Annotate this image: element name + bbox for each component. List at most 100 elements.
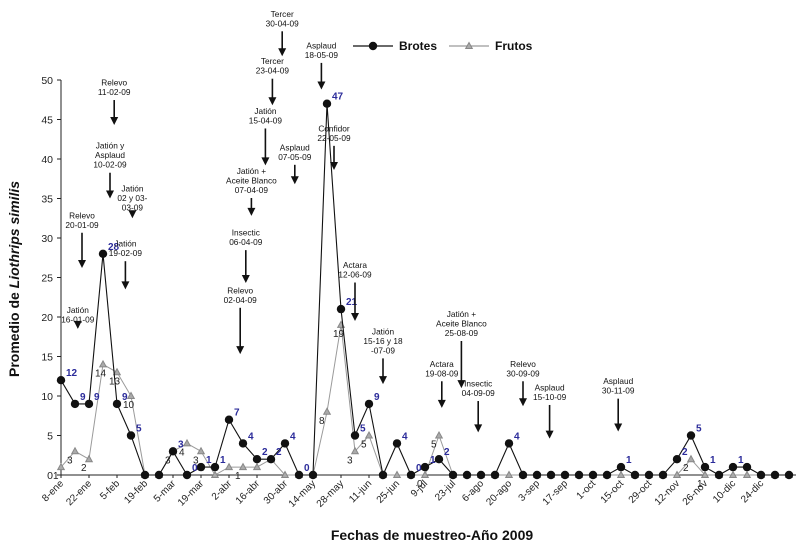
annotation-text: Actara bbox=[343, 260, 367, 270]
y-axis-title: Promedio de Liothrips similis bbox=[6, 181, 22, 377]
brotes-point bbox=[294, 470, 304, 480]
annotation-text: Confidor bbox=[318, 123, 350, 133]
x-tick-label: 5-feb bbox=[98, 478, 122, 502]
x-tick-label: 19-feb bbox=[122, 478, 150, 506]
brotes-point bbox=[630, 470, 640, 480]
x-tick-label: 22-ene bbox=[64, 478, 94, 508]
annotation-arrowhead bbox=[457, 380, 466, 389]
brotes-point bbox=[350, 431, 360, 440]
brotes-data-label: 9 bbox=[94, 392, 100, 403]
brotes-data-label: 1 bbox=[220, 455, 226, 466]
brotes-point bbox=[546, 470, 556, 480]
frutos-point bbox=[392, 470, 402, 478]
frutos-point bbox=[238, 462, 248, 471]
brotes-data-label: 4 bbox=[514, 431, 520, 442]
frutos-data-label: 3 bbox=[347, 455, 353, 466]
y-tick-label: 0 bbox=[47, 470, 53, 482]
x-tick-label: 16-abr bbox=[234, 478, 263, 507]
brotes-data-label: 1 bbox=[430, 455, 436, 466]
brotes-point bbox=[588, 470, 598, 480]
annotation-text: 20-01-09 bbox=[65, 220, 99, 230]
annotation-text: Jatión bbox=[114, 239, 137, 249]
frutos-data-label: 5 bbox=[361, 440, 367, 451]
legend: Brotes Frutos bbox=[353, 39, 533, 53]
brotes-point bbox=[252, 455, 262, 464]
brotes-point bbox=[140, 470, 150, 480]
brotes-data-label: 2 bbox=[682, 447, 688, 458]
brotes-point bbox=[266, 455, 276, 464]
frutos-data-label: 3 bbox=[193, 455, 199, 466]
annotation-text: Jatión + bbox=[447, 309, 476, 319]
brotes-data-label: 47 bbox=[332, 92, 344, 103]
annotation-text: 07-05-09 bbox=[278, 152, 312, 162]
annotations: Jatión16-01-09Relevo20-01-09Relevo11-02-… bbox=[61, 9, 635, 439]
brotes-point bbox=[182, 470, 192, 480]
x-tick-label: 25-jun bbox=[375, 478, 402, 505]
annotation-text: 02 y 03- bbox=[117, 193, 147, 203]
brotes-point bbox=[518, 470, 528, 480]
annotation-text: Relevo bbox=[227, 285, 253, 295]
annotation-arrowhead bbox=[128, 210, 137, 219]
frutos-point bbox=[210, 470, 220, 478]
x-tick-label: 29-oct bbox=[627, 478, 655, 506]
annotation-text: 19-08-09 bbox=[425, 368, 459, 378]
annotation-text: Aceite Blanco bbox=[436, 319, 487, 329]
brotes-data-label: 1 bbox=[626, 455, 632, 466]
legend-brotes-marker bbox=[368, 41, 378, 51]
frutos-data-label: 1 bbox=[53, 471, 59, 482]
brotes-data-label: 1 bbox=[206, 455, 212, 466]
annotation-text: 19-02-09 bbox=[109, 248, 143, 258]
frutos-data-label: 13 bbox=[109, 376, 121, 387]
annotation-arrowhead bbox=[474, 424, 483, 433]
x-tick-label: 19-mar bbox=[176, 478, 207, 509]
brotes-data-label: 28 bbox=[108, 242, 120, 253]
frutos-point bbox=[504, 470, 514, 478]
annotation-arrowhead bbox=[437, 399, 446, 408]
brotes-point bbox=[490, 470, 500, 480]
legend-brotes-label: Brotes bbox=[399, 39, 437, 53]
frutos-data-label: 1 bbox=[697, 479, 703, 490]
x-tick-label: 26-nov bbox=[681, 478, 710, 507]
frutos-data-label: 14 bbox=[95, 368, 107, 379]
y-tick-label: 30 bbox=[41, 233, 53, 245]
annotation-text: Tercer bbox=[261, 56, 284, 66]
frutos-data-label: 1 bbox=[235, 471, 241, 482]
brotes-point bbox=[56, 376, 66, 385]
brotes-data-label: 2 bbox=[444, 447, 450, 458]
brotes-point bbox=[658, 470, 668, 480]
brotes-data-label: 1 bbox=[710, 455, 716, 466]
annotation-arrowhead bbox=[317, 81, 326, 90]
annotation-text: Asplaud bbox=[535, 382, 565, 392]
x-tick-label: 28-may bbox=[315, 478, 346, 509]
annotation-text: 02-04-09 bbox=[224, 295, 258, 305]
annotation-arrowhead bbox=[110, 117, 119, 126]
frutos-point bbox=[280, 470, 290, 478]
frutos-data-label: 2 bbox=[683, 463, 689, 474]
series-line-brotes bbox=[60, 103, 789, 477]
legend-frutos-marker bbox=[464, 41, 474, 49]
annotation-text: Jatión bbox=[121, 183, 144, 193]
frutos-point bbox=[126, 391, 136, 399]
frutos-data-label: 2 bbox=[81, 463, 87, 474]
brotes-data-label: 5 bbox=[136, 424, 142, 435]
frutos-point bbox=[224, 462, 234, 471]
y-tick-label: 25 bbox=[41, 273, 53, 285]
y-tick-label: 45 bbox=[41, 115, 53, 127]
annotation-text: 16-01-09 bbox=[61, 315, 95, 325]
frutos-data-label: 19 bbox=[333, 329, 345, 340]
annotation-arrowhead bbox=[379, 376, 387, 385]
frutos-point bbox=[742, 470, 752, 478]
